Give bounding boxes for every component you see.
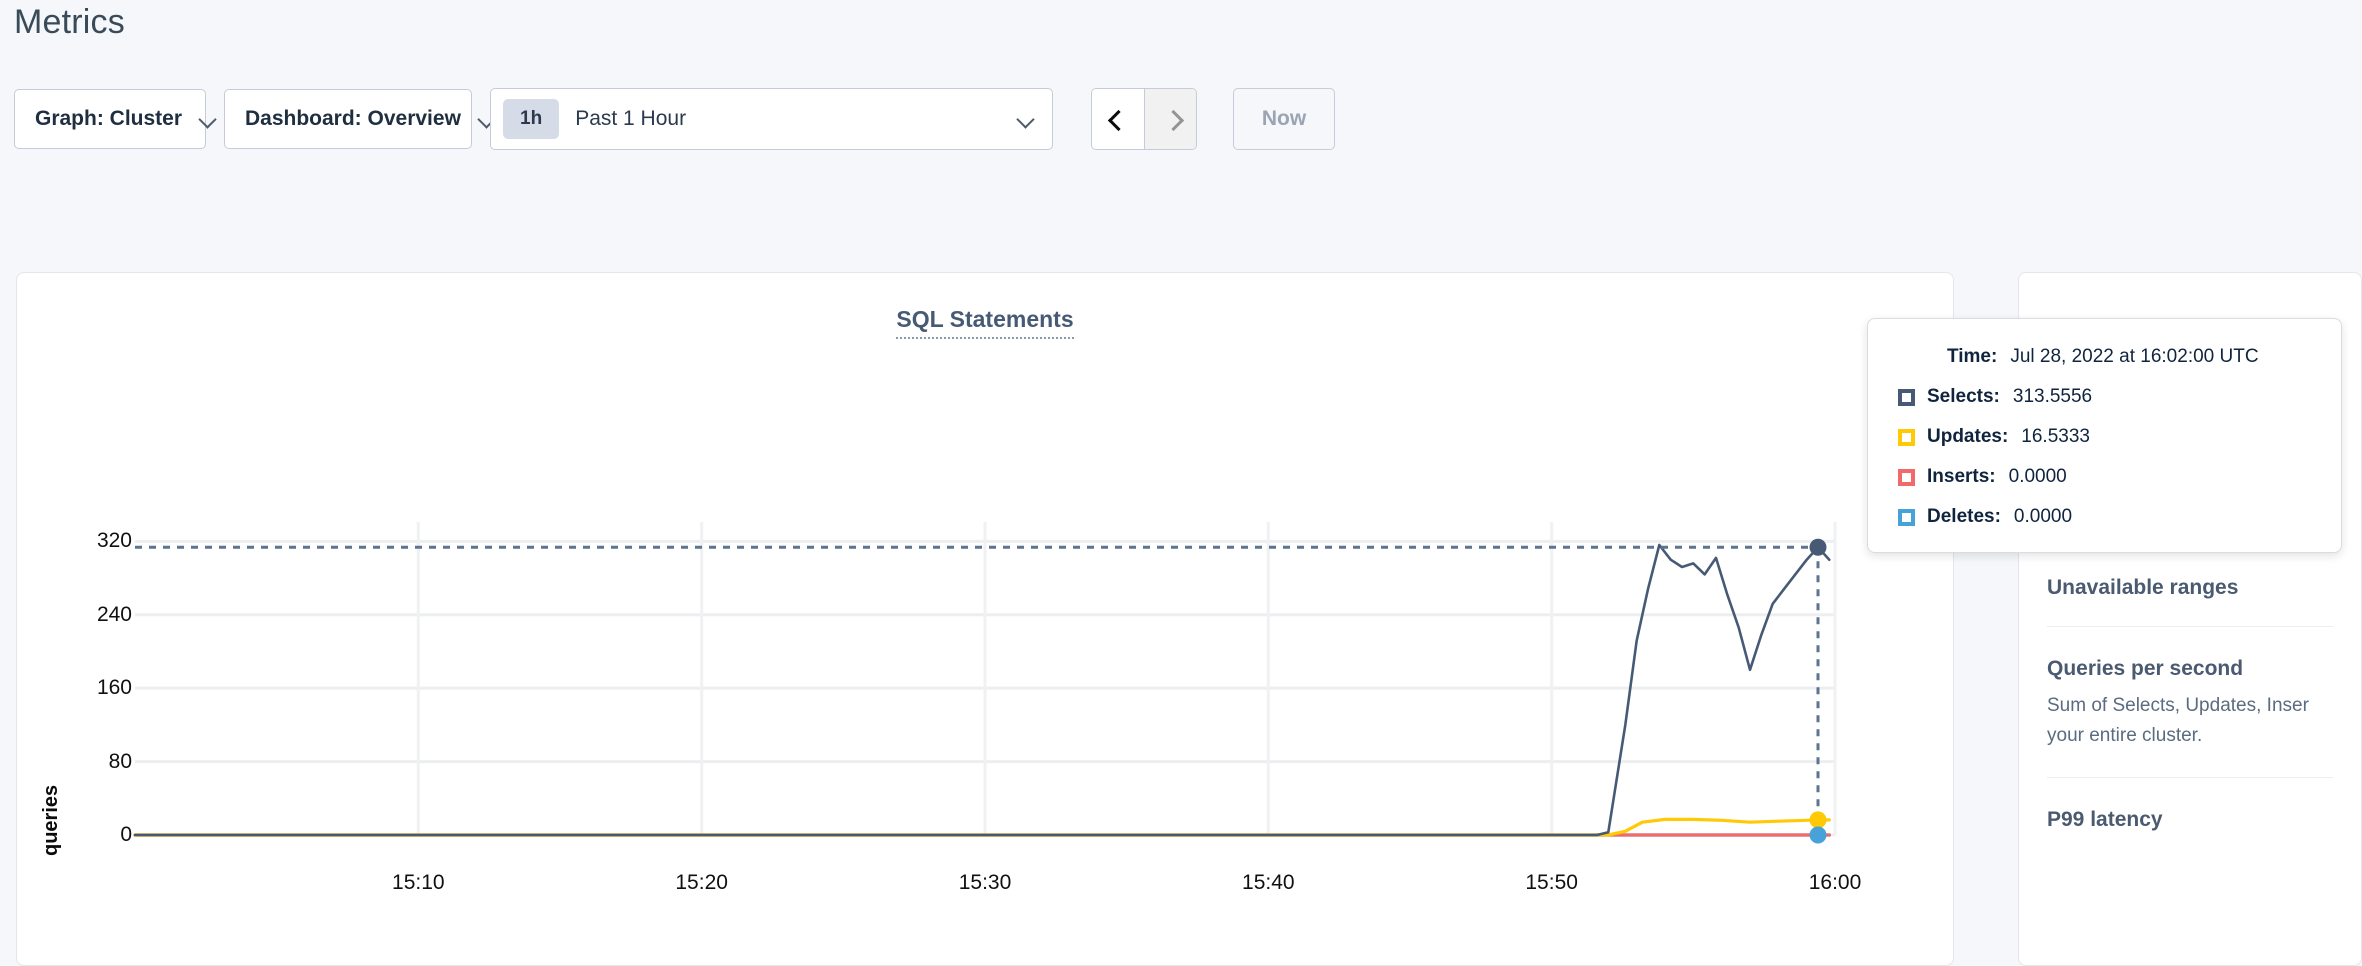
- info-heading-queries-per-second: Queries per second: [2047, 657, 2244, 680]
- y-axis-tick-label: 320: [96, 529, 132, 553]
- chevron-left-icon: [1110, 111, 1126, 127]
- y-axis-tick-label: 160: [96, 676, 132, 700]
- chevron-right-icon: [1163, 111, 1179, 127]
- tooltip-time-value: Jul 28, 2022 at 16:02:00 UTC: [2010, 346, 2259, 367]
- next-time-button[interactable]: [1144, 89, 1196, 149]
- x-axis-tick-label: 15:30: [958, 871, 1012, 894]
- y-axis-tick-label: 240: [96, 602, 132, 626]
- x-axis-tick-label: 15:40: [1242, 871, 1295, 894]
- now-button[interactable]: Now: [1233, 88, 1335, 150]
- time-nav-group: [1091, 88, 1197, 150]
- tooltip-row: Selects: 313.5556: [1898, 386, 2311, 408]
- tooltip-time-row: Time: Jul 28, 2022 at 16:02:00 UTC: [1898, 346, 2311, 368]
- tooltip-row: Updates: 16.5333: [1898, 426, 2311, 448]
- y-axis-tick-label: 0: [120, 823, 132, 846]
- legend-swatch-icon: [1898, 508, 1915, 526]
- y-axis-tick-label: 80: [108, 749, 132, 773]
- dashboard-select-dropdown[interactable]: Dashboard: Overview: [224, 89, 472, 149]
- tooltip-series-key: Updates:: [1927, 426, 2009, 447]
- tooltip-series-key: Selects:: [1927, 386, 2000, 407]
- tooltip-series-value: 16.5333: [2021, 426, 2090, 447]
- tooltip-series-value: 0.0000: [2013, 506, 2073, 527]
- x-axis-tick-label: 15:20: [675, 871, 728, 894]
- tooltip-series-key: Inserts:: [1927, 466, 1996, 487]
- x-axis-tick-label: 15:10: [392, 871, 445, 894]
- prev-time-button[interactable]: [1092, 89, 1144, 149]
- info-heading-p99-latency: P99 latency: [2047, 808, 2163, 831]
- chart-title-text[interactable]: SQL Statements: [896, 306, 1074, 339]
- tooltip-series-key: Deletes:: [1927, 506, 2001, 527]
- legend-swatch-icon: [1898, 428, 1915, 446]
- chart-title: SQL Statements: [17, 306, 1953, 339]
- tooltip-series-value: 313.5556: [2012, 386, 2093, 407]
- x-axis-tick-label: 16:00: [1808, 871, 1862, 894]
- chart-svg: [133, 522, 1837, 844]
- info-section-queries-per-second: Queries per second Sum of Selects, Updat…: [2047, 626, 2333, 777]
- time-range-pill: 1h: [503, 99, 560, 139]
- chevron-down-icon: [200, 111, 216, 127]
- x-axis-tick-label: 15:50: [1525, 871, 1578, 894]
- page-title: Metrics: [14, 3, 125, 41]
- chevron-down-icon: [1018, 111, 1034, 127]
- toolbar: Graph: Cluster Dashboard: Overview 1h Pa…: [14, 88, 1335, 150]
- legend-swatch-icon: [1898, 388, 1915, 406]
- tooltip-row: Inserts: 0.0000: [1898, 466, 2311, 488]
- metrics-info-list: Unavailable ranges Queries per second Su…: [2019, 273, 2361, 858]
- legend-swatch-icon: [1898, 468, 1915, 486]
- chart-tooltip: Time: Jul 28, 2022 at 16:02:00 UTC Selec…: [1867, 318, 2342, 553]
- tooltip-series-rows: Selects: 313.5556 Updates: 16.5333 Inserts: 0…: [1898, 386, 2311, 528]
- info-heading-unavailable-ranges: Unavailable ranges: [2047, 576, 2239, 599]
- time-range-label: Past 1 Hour: [575, 107, 687, 130]
- chart-plot-area[interactable]: queries 0 80 160 240 320 15:10 15:20 15:30 15:4…: [17, 273, 1953, 965]
- tooltip-row: Deletes: 0.0000: [1898, 506, 2311, 528]
- graph-select-label: Graph: Cluster: [35, 107, 183, 130]
- graph-select-dropdown[interactable]: Graph: Cluster: [14, 89, 206, 149]
- tooltip-series-value: 0.0000: [2008, 466, 2067, 487]
- tooltip-time-key: Time:: [1947, 346, 1998, 367]
- sql-statements-chart-card: SQL Statements queries 0 80 160 240 320 15:1…: [16, 272, 1954, 966]
- info-section-unavailable-ranges: Unavailable ranges: [2047, 545, 2333, 626]
- info-body-line-1: Sum of Selects, Updates, Inser: [2047, 695, 2309, 716]
- y-axis-ticks: 0 80 160 240 320: [17, 273, 132, 965]
- time-range-select[interactable]: 1h Past 1 Hour: [490, 88, 1053, 150]
- dashboard-select-label: Dashboard: Overview: [245, 107, 461, 130]
- info-body-line-2: your entire cluster.: [2047, 725, 2203, 746]
- info-section-p99-latency: P99 latency: [2047, 777, 2333, 858]
